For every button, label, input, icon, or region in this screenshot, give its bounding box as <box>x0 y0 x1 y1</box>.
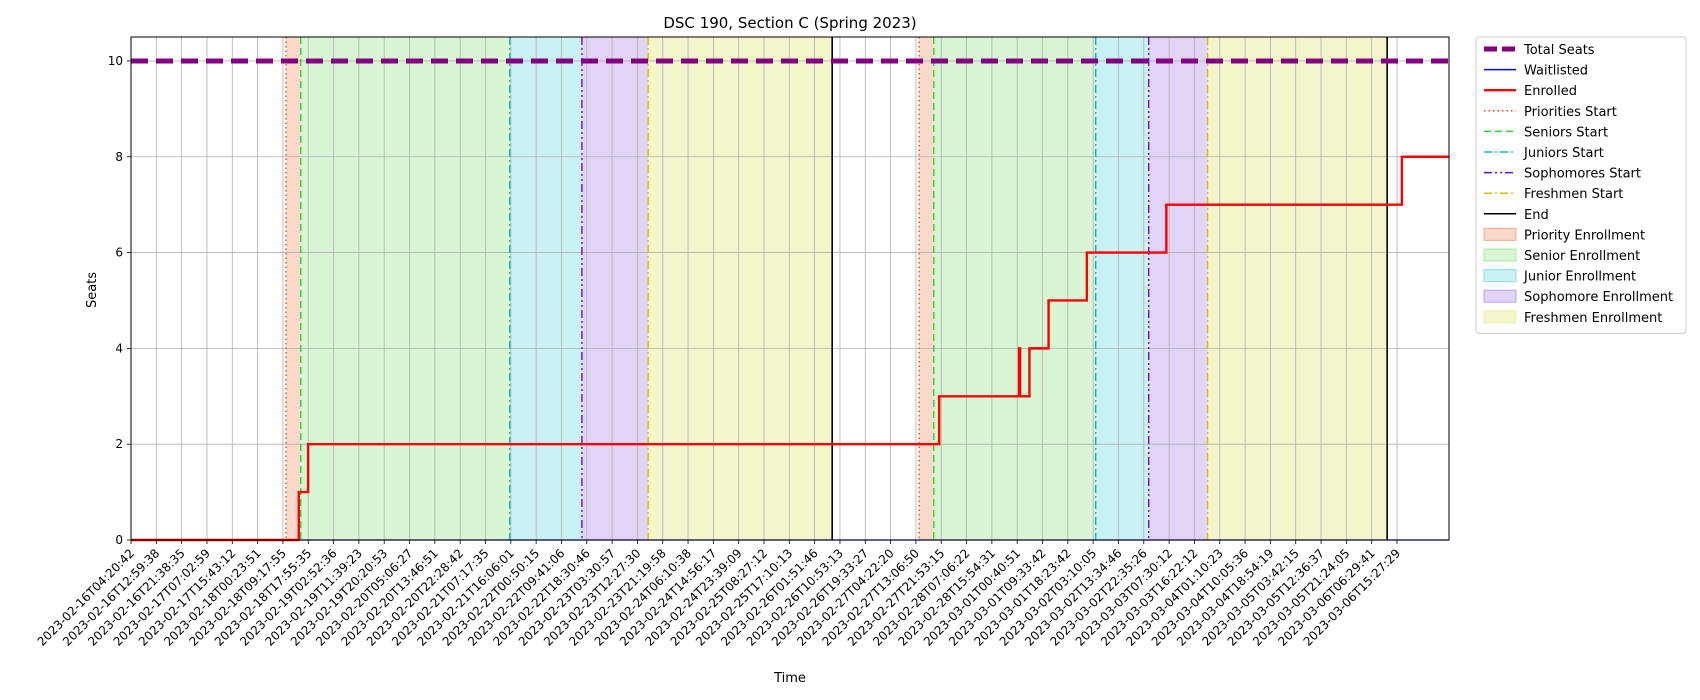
grid-lines <box>130 37 1449 541</box>
priority-enrollment-legend-swatch <box>1483 227 1517 241</box>
sophomore-enrollment-span <box>581 37 649 540</box>
senior-enrollment-legend-label: Senior Enrollment <box>1524 249 1640 264</box>
enrolled-series-line <box>131 155 1449 542</box>
y-tick-label: 2 <box>115 437 123 451</box>
y-tick-label: 0 <box>115 533 123 547</box>
juniors-start-legend-label: Juniors Start <box>1523 146 1604 161</box>
plot-frame <box>130 36 1450 541</box>
priorities-start-legend-label: Priorities Start <box>1524 105 1617 120</box>
waitlisted-legend-label: Waitlisted <box>1524 64 1588 79</box>
y-tick-label: 4 <box>115 341 123 355</box>
phase-start-lines <box>285 37 1388 540</box>
end-legend-label: End <box>1524 208 1549 223</box>
sophomore-enrollment-legend-label: Sophomore Enrollment <box>1524 290 1673 305</box>
junior-enrollment-legend-label: Junior Enrollment <box>1523 270 1636 285</box>
chart-title: DSC 190, Section C (Spring 2023) <box>663 14 916 32</box>
junior-enrollment-span <box>1095 37 1149 540</box>
x-axis-label: Time <box>773 671 806 686</box>
y-tick-label: 10 <box>108 54 123 68</box>
senior-enrollment-legend-swatch <box>1483 248 1517 262</box>
junior-enrollment-legend-swatch <box>1483 269 1517 283</box>
senior-enrollment-span <box>300 37 510 540</box>
plot-area <box>131 37 1449 540</box>
seniors-start-legend-label: Seniors Start <box>1524 125 1608 140</box>
y-ticks: 0 2 4 6 8 10 <box>108 54 131 547</box>
freshmen-start-legend-label: Freshmen Start <box>1524 187 1623 202</box>
freshmen-enrollment-span <box>648 37 833 540</box>
freshmen-enrollment-legend-swatch <box>1483 310 1517 324</box>
sophomore-enrollment-legend-swatch <box>1483 289 1517 303</box>
y-tick-label: 8 <box>115 150 123 164</box>
x-ticks: 2023-02-16T04:20:422023-02-16T12:59:3820… <box>35 540 1403 649</box>
y-tick-label: 6 <box>115 246 123 260</box>
freshmen-enrollment-legend-label: Freshmen Enrollment <box>1524 311 1662 326</box>
total-seats-legend-label: Total Seats <box>1523 43 1595 58</box>
enrollment-spans <box>286 37 1388 540</box>
senior-enrollment-span <box>933 37 1096 540</box>
sophomore-enrollment-span <box>1148 37 1208 540</box>
sophomores-start-legend-label: Sophomores Start <box>1524 167 1641 182</box>
priority-enrollment-span <box>286 37 301 540</box>
y-axis-label: Seats <box>85 272 100 308</box>
legend: Total Seats Waitlisted Enrolled Priorities … <box>1475 36 1687 334</box>
priority-enrollment-span <box>919 37 934 540</box>
axes <box>130 36 1450 541</box>
priority-enrollment-legend-label: Priority Enrollment <box>1524 228 1645 243</box>
legend-box <box>1475 36 1687 334</box>
plot-background <box>131 37 1449 540</box>
enrolled-legend-label: Enrolled <box>1524 84 1577 99</box>
junior-enrollment-span <box>509 37 582 540</box>
freshmen-enrollment-span <box>1207 37 1388 540</box>
